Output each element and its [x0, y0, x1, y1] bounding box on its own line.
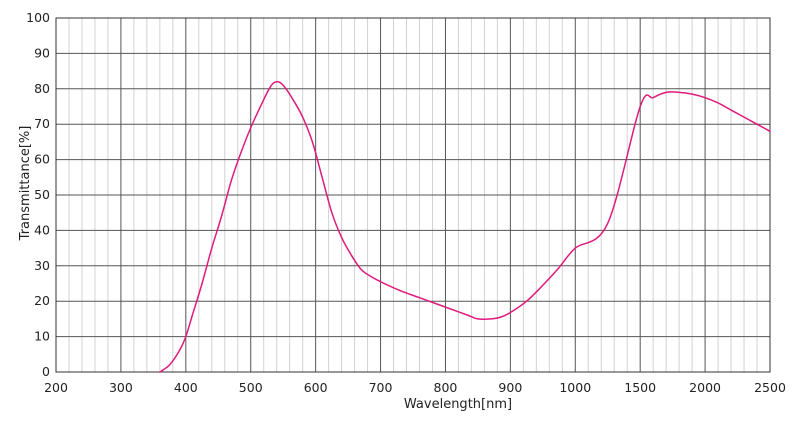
x-tick-label: 2000 [689, 380, 721, 395]
y-tick-label: 40 [34, 222, 50, 237]
x-tick-label: 700 [369, 380, 393, 395]
y-tick-label: 60 [34, 152, 50, 167]
transmittance-curve [159, 80, 771, 373]
y-tick-labels: 0 10 20 30 40 50 60 70 80 90 100 [26, 10, 50, 379]
y-tick-label: 90 [34, 45, 50, 60]
y-tick-label: 0 [42, 364, 50, 379]
x-tick-labels: 200 300 400 500 600 700 800 900 1000 1500 2000 2500 [44, 380, 786, 395]
major-grid [56, 17, 770, 373]
x-tick-label: 400 [174, 380, 198, 395]
y-tick-label: 100 [26, 10, 50, 25]
plot-frame [55, 17, 771, 373]
x-tick-label: 300 [109, 380, 133, 395]
y-tick-label: 50 [34, 187, 50, 202]
x-axis-title: Wavelength[nm] [404, 397, 512, 412]
y-tick-label: 30 [34, 258, 50, 273]
x-tick-label: 900 [498, 380, 522, 395]
x-tick-label: 2500 [754, 380, 786, 395]
x-tick-label: 1000 [559, 380, 591, 395]
x-tick-label: 800 [434, 380, 458, 395]
y-tick-label: 10 [34, 329, 50, 344]
x-tick-label: 500 [239, 380, 263, 395]
x-tick-label: 1500 [624, 380, 656, 395]
y-axis-title: Transmittance[%] [18, 126, 33, 242]
y-tick-label: 70 [34, 116, 50, 131]
y-tick-label: 20 [34, 293, 50, 308]
x-tick-label: 600 [304, 380, 328, 395]
x-tick-label: 200 [44, 380, 68, 395]
y-tick-label: 80 [34, 81, 50, 96]
